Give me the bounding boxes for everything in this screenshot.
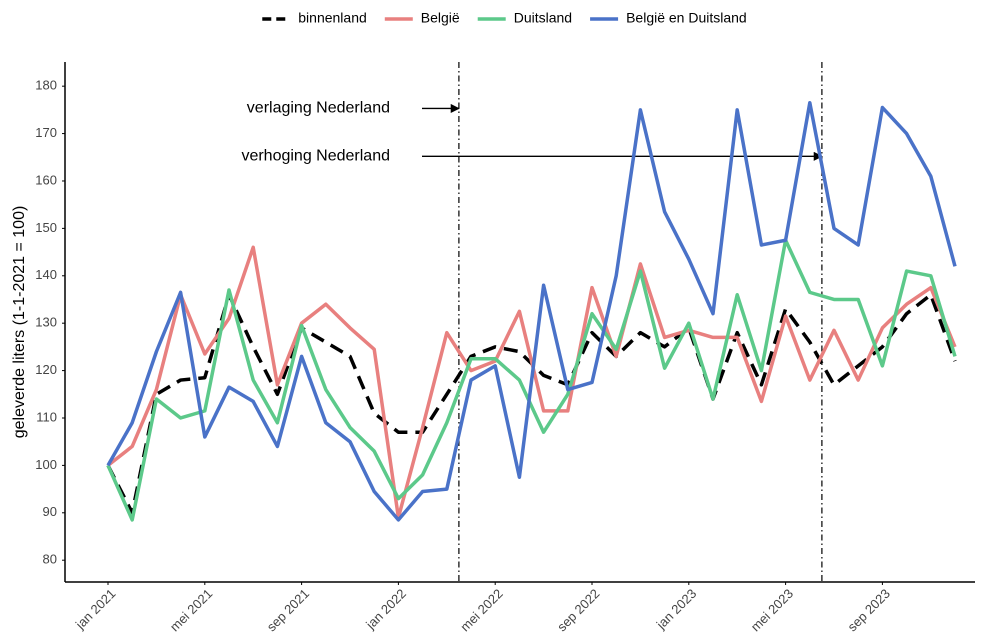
- y-tick-label: 180: [35, 78, 57, 93]
- legend-label: België: [421, 10, 460, 26]
- x-tick-label: sep 2022: [554, 586, 602, 634]
- x-tick-label: jan 2021: [72, 586, 119, 633]
- y-tick-label: 110: [36, 409, 57, 424]
- legend-label: Duitsland: [514, 10, 572, 26]
- x-tick-label: mei 2023: [748, 586, 796, 634]
- x-tick-label: mei 2022: [457, 586, 505, 634]
- y-tick-label: 80: [43, 552, 57, 567]
- legend-label: België en Duitsland: [626, 10, 747, 26]
- y-tick-label: 160: [35, 172, 57, 187]
- y-tick-label: 130: [35, 315, 57, 330]
- annotation-text: verlaging Nederland: [247, 100, 390, 117]
- x-tick-label: jan 2022: [362, 586, 409, 633]
- x-tick-label: sep 2023: [845, 586, 893, 634]
- y-axis-title: geleverde liters (1-1-2021 = 100): [11, 206, 28, 439]
- x-tick-label: sep 2021: [264, 586, 312, 634]
- series-line: [106, 245, 957, 520]
- annotation-text: verhoging Nederland: [241, 148, 390, 165]
- series-line: [106, 238, 957, 522]
- y-tick-label: 120: [35, 362, 57, 377]
- y-tick-label: 90: [43, 504, 57, 519]
- legend-label: binnenland: [298, 10, 367, 26]
- series-line: [106, 101, 957, 522]
- x-tick-label: jan 2023: [653, 586, 700, 633]
- y-tick-label: 100: [35, 457, 57, 472]
- y-tick-label: 170: [35, 125, 57, 140]
- y-tick-label: 150: [35, 220, 57, 235]
- x-tick-label: mei 2021: [167, 586, 215, 634]
- y-tick-label: 140: [35, 267, 57, 282]
